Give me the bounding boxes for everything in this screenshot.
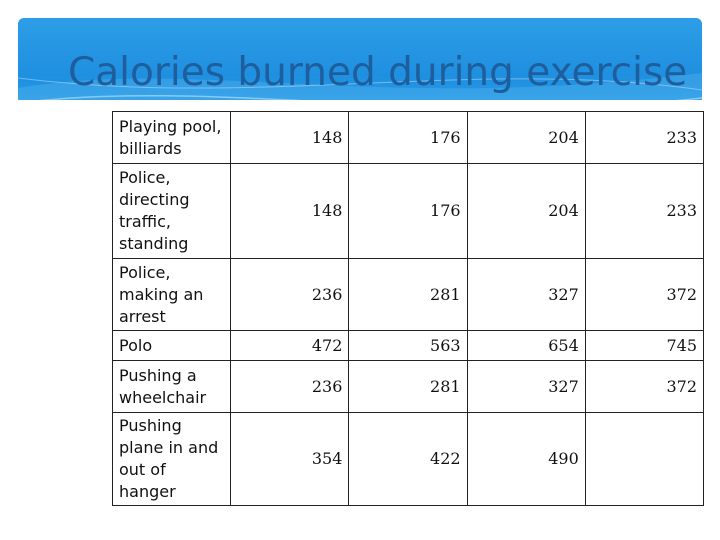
calorie-value-cell: 372 [584,360,705,413]
calorie-value-cell: 236 [230,360,350,413]
table-row: Playing pool, billiards 148 176 204 233 [111,111,705,164]
calorie-value-cell: 654 [466,330,586,361]
calorie-value-cell: 233 [584,111,705,164]
calorie-value-cell: 176 [348,111,468,164]
activity-cell: Polo [111,330,232,361]
calorie-value-cell: 148 [230,163,350,259]
calorie-value-cell: 233 [584,163,705,259]
calorie-value-cell: 563 [348,330,468,361]
table-row: Polo 472 563 654 745 [111,330,705,361]
calorie-value-cell: 745 [584,330,705,361]
activity-cell: Police, directing traffic, standing [111,163,232,259]
table-row: Pushing a wheelchair 236 281 327 372 [111,360,705,413]
activity-cell: Pushing plane in and out of hanger [111,412,232,506]
calorie-value-cell: 281 [348,360,468,413]
calorie-value-cell: 236 [230,258,350,331]
calorie-table: Playing pool, billiards 148 176 204 233 … [111,111,705,506]
calorie-value-cell: 327 [466,360,586,413]
calorie-value-cell: 204 [466,163,586,259]
activity-cell: Playing pool, billiards [111,111,232,164]
calorie-value-cell: 204 [466,111,586,164]
calorie-value-cell: 354 [230,412,350,506]
calorie-value-cell: 327 [466,258,586,331]
calorie-value-cell: 472 [230,330,350,361]
calorie-value-cell: 176 [348,163,468,259]
calorie-value-cell: 490 [466,412,586,506]
page-title: Calories burned during exercise [68,50,688,95]
calorie-value-cell [584,412,705,506]
calorie-value-cell: 148 [230,111,350,164]
calorie-value-cell: 422 [348,412,468,506]
activity-cell: Police, making an arrest [111,258,232,331]
calorie-value-cell: 372 [584,258,705,331]
activity-cell: Pushing a wheelchair [111,360,232,413]
table-row: Police, directing traffic, standing 148 … [111,163,705,259]
table-row: Police, making an arrest 236 281 327 372 [111,258,705,331]
table-row: Pushing plane in and out of hanger 354 4… [111,412,705,506]
calorie-value-cell: 281 [348,258,468,331]
